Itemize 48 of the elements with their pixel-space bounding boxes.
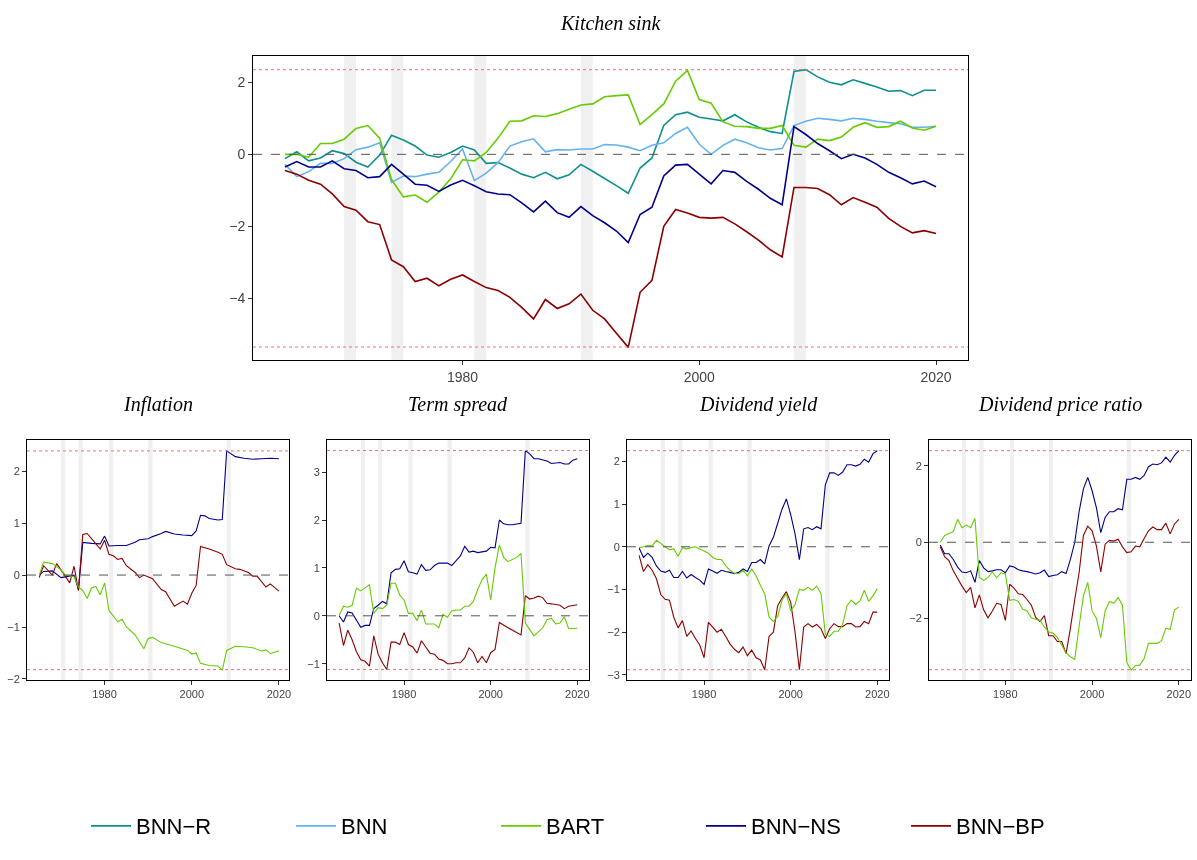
x-tick-label: 1980 xyxy=(391,688,417,701)
y-tick-label: 2 xyxy=(13,465,20,478)
y-tick-label: 0 xyxy=(13,568,20,581)
y-tick-label: 0 xyxy=(237,146,246,163)
legend-label: BNN−R xyxy=(136,814,212,840)
y-tick-label: −3 xyxy=(607,668,620,681)
x-tick-label: 2020 xyxy=(920,368,952,385)
x-tick-label: 2000 xyxy=(683,368,716,385)
x-tick-label: 2020 xyxy=(865,688,890,701)
y-tick-label: −2 xyxy=(607,626,620,639)
y-tick-label: 1 xyxy=(613,497,620,510)
y-tick-label: −4 xyxy=(229,290,246,307)
y-tick-label: 0 xyxy=(915,536,922,549)
y-tick-label: 2 xyxy=(313,513,320,526)
y-tick-label: 2 xyxy=(915,459,922,472)
x-tick-label: 2000 xyxy=(778,688,803,701)
x-tick-label: 2000 xyxy=(1079,688,1105,701)
y-tick-label: −2 xyxy=(229,218,246,235)
chart-title: Dividend yield xyxy=(699,393,819,416)
chart-title: Term spread xyxy=(408,393,509,416)
x-tick-label: 2020 xyxy=(565,688,590,701)
y-tick-label: 2 xyxy=(613,455,620,468)
y-tick-label: 1 xyxy=(313,561,320,574)
x-tick-label: 1980 xyxy=(446,368,479,385)
y-tick-label: 3 xyxy=(313,465,320,478)
y-tick-label: 0 xyxy=(613,540,620,553)
x-tick-label: 1980 xyxy=(92,688,117,701)
y-tick-label: −2 xyxy=(7,672,20,685)
legend-label: BNN−NS xyxy=(751,814,841,840)
legend-label: BART xyxy=(546,814,605,840)
chart-title: Kitchen sink xyxy=(560,12,662,34)
y-tick-label: −2 xyxy=(909,612,922,625)
legend-label: BNN−BP xyxy=(956,814,1045,840)
x-tick-label: 2000 xyxy=(179,688,205,701)
x-tick-label: 1980 xyxy=(691,688,717,701)
y-tick-label: −1 xyxy=(307,657,320,670)
y-tick-label: 1 xyxy=(13,516,20,529)
y-tick-label: 2 xyxy=(237,74,246,91)
legend-label: BNN xyxy=(341,814,388,840)
x-tick-label: 2020 xyxy=(266,688,292,701)
chart-title: Inflation xyxy=(123,393,193,416)
y-tick-label: −1 xyxy=(7,620,20,633)
x-tick-label: 2000 xyxy=(478,688,503,701)
x-tick-label: 1980 xyxy=(993,688,1018,701)
y-tick-label: 0 xyxy=(313,609,320,622)
y-tick-label: −1 xyxy=(607,583,620,596)
x-tick-label: 2020 xyxy=(1166,688,1192,701)
chart-title: Dividend price ratio xyxy=(978,393,1143,416)
